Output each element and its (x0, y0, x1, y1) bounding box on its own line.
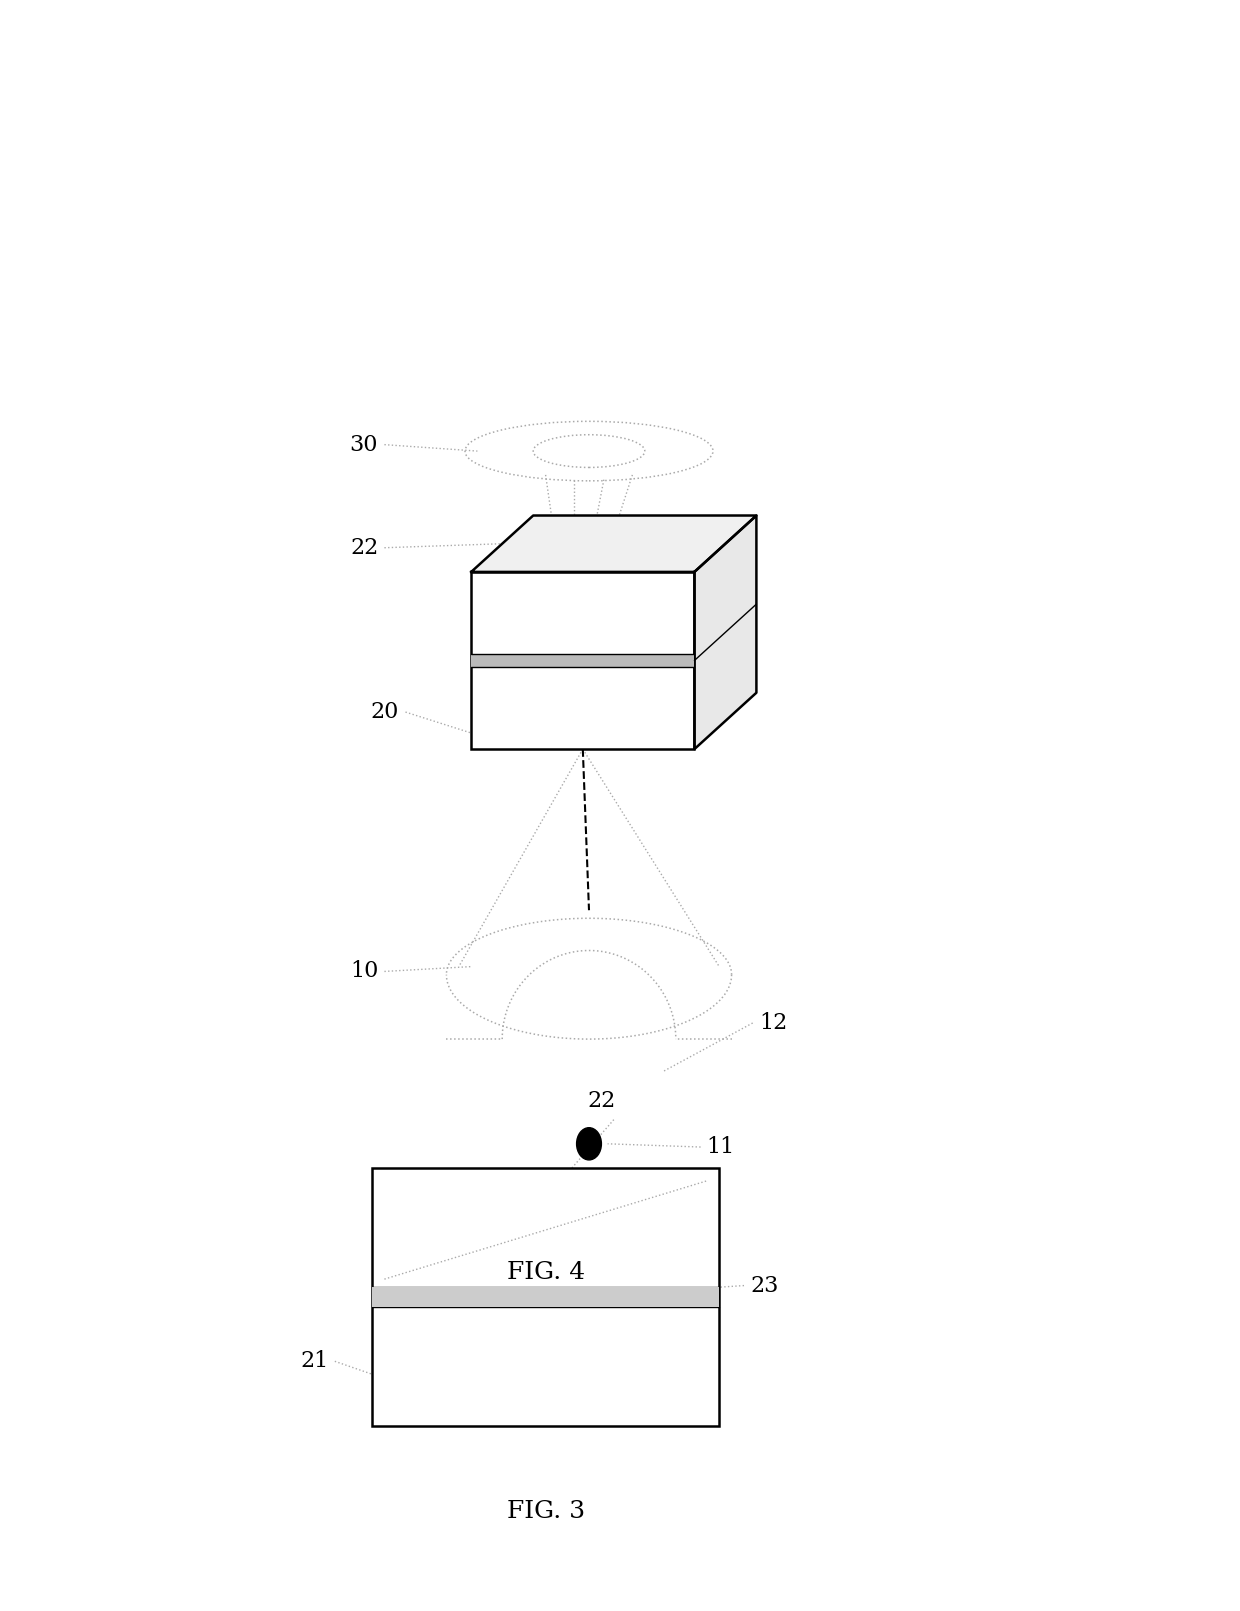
Text: 22: 22 (588, 1089, 615, 1112)
Text: 10: 10 (350, 960, 378, 983)
Text: 20: 20 (371, 701, 399, 723)
Text: 21: 21 (725, 636, 754, 659)
Text: 11: 11 (707, 1136, 735, 1158)
Text: FIG. 3: FIG. 3 (506, 1500, 585, 1522)
Circle shape (577, 1128, 601, 1160)
Text: 21: 21 (300, 1350, 329, 1373)
Text: 22: 22 (350, 536, 378, 559)
Bar (372, 1287, 719, 1307)
Polygon shape (694, 516, 756, 749)
Bar (471, 654, 694, 667)
Text: 12: 12 (759, 1012, 787, 1034)
Polygon shape (471, 516, 756, 572)
Text: FIG. 4: FIG. 4 (506, 1261, 585, 1284)
Bar (471, 572, 694, 749)
Text: 23: 23 (750, 1274, 779, 1297)
Bar (372, 1168, 719, 1426)
Text: 30: 30 (350, 433, 378, 456)
